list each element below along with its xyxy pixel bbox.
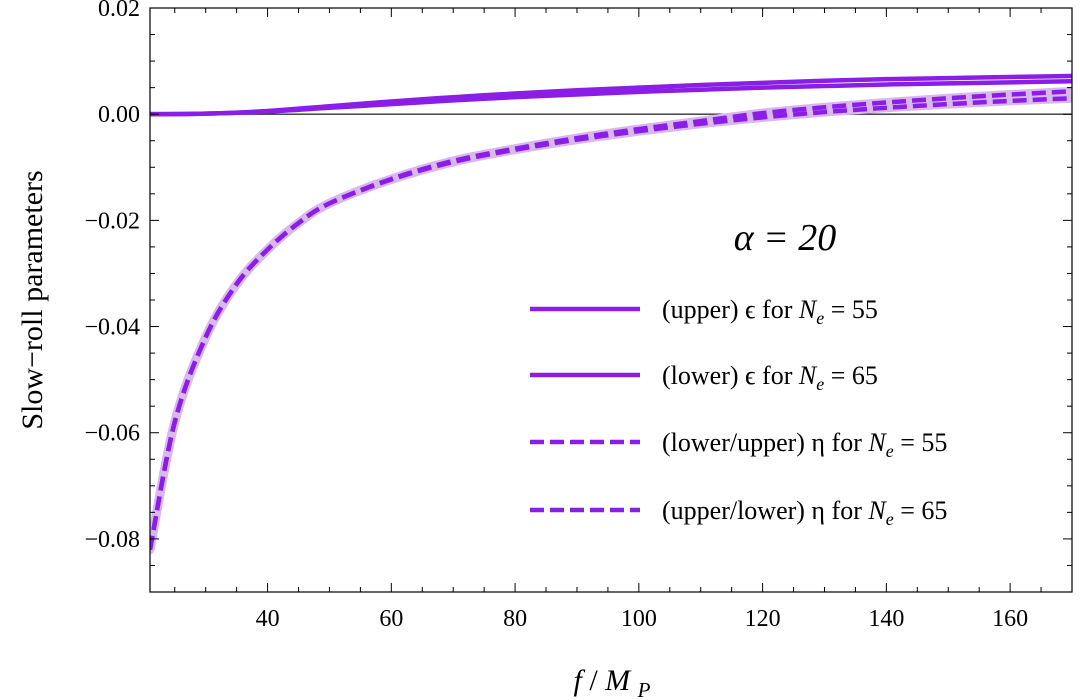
legend-prefix: (upper/lower) η for — [662, 496, 868, 525]
legend-suffix: = 55 — [824, 295, 878, 324]
legend-symbol: N — [867, 496, 887, 525]
x-axis-label-m: M — [604, 664, 632, 697]
x-tick-label: 120 — [745, 606, 781, 632]
x-tick-label: 100 — [621, 606, 657, 632]
legend-prefix: (lower) ϵ for — [662, 361, 799, 390]
eta-band-upper — [150, 86, 1072, 555]
legend-suffix: = 65 — [894, 496, 948, 525]
x-tick-label: 60 — [379, 606, 403, 632]
legend-label-2: (lower) ϵ for Ne = 65 — [662, 361, 878, 394]
legend-subscript: e — [886, 441, 894, 461]
legend-prefix: (upper) ϵ for — [662, 295, 799, 324]
legend-label-1: (upper) ϵ for Ne = 55 — [662, 295, 878, 328]
x-tick-label: 160 — [992, 606, 1028, 632]
x-axis-label-sep: / — [589, 664, 605, 697]
legend-suffix: = 65 — [824, 361, 878, 390]
x-axis-label-f: f — [573, 664, 585, 697]
y-tick-label: −0.04 — [84, 315, 140, 341]
legend-prefix: (lower/upper) η for — [662, 428, 868, 457]
legend-subscript: e — [816, 308, 824, 328]
x-axis-label-sub: P — [637, 678, 651, 700]
legend-symbol: N — [798, 295, 818, 324]
x-tick-label: 40 — [256, 606, 280, 632]
x-axis-label: f / M P — [573, 664, 650, 700]
legend: (upper) ϵ for Ne = 55 (lower) ϵ for Ne = … — [530, 295, 947, 529]
legend-label-4: (upper/lower) η for Ne = 65 — [662, 496, 947, 529]
legend-subscript: e — [886, 509, 894, 529]
y-tick-label: 0.02 — [98, 0, 140, 22]
legend-subscript: e — [816, 374, 824, 394]
alpha-annotation: α = 20 — [734, 217, 837, 259]
y-axis-label: Slow−roll parameters — [16, 170, 49, 429]
series-layer — [150, 73, 1072, 555]
eta-band-lower — [150, 93, 1072, 555]
y-tick-labels: 0.02 0.00 −0.02 −0.04 −0.06 −0.08 — [84, 0, 140, 553]
y-tick-label: 0.00 — [98, 102, 140, 128]
series-line-2 — [150, 79, 1072, 117]
y-tick-label: −0.08 — [84, 527, 140, 553]
tick-marks — [150, 7, 1072, 593]
x-tick-label: 140 — [868, 606, 904, 632]
series-line-3 — [150, 89, 1072, 550]
legend-symbol: N — [867, 428, 887, 457]
legend-label-3: (lower/upper) η for Ne = 55 — [662, 428, 947, 461]
series-line-4 — [150, 96, 1072, 550]
y-tick-label: −0.02 — [84, 208, 140, 234]
legend-suffix: = 55 — [894, 428, 948, 457]
x-tick-label: 80 — [503, 606, 527, 632]
x-tick-labels: 40 60 80 100 120 140 160 — [256, 606, 1029, 632]
y-tick-label: −0.06 — [84, 421, 140, 447]
legend-symbol: N — [798, 361, 818, 390]
